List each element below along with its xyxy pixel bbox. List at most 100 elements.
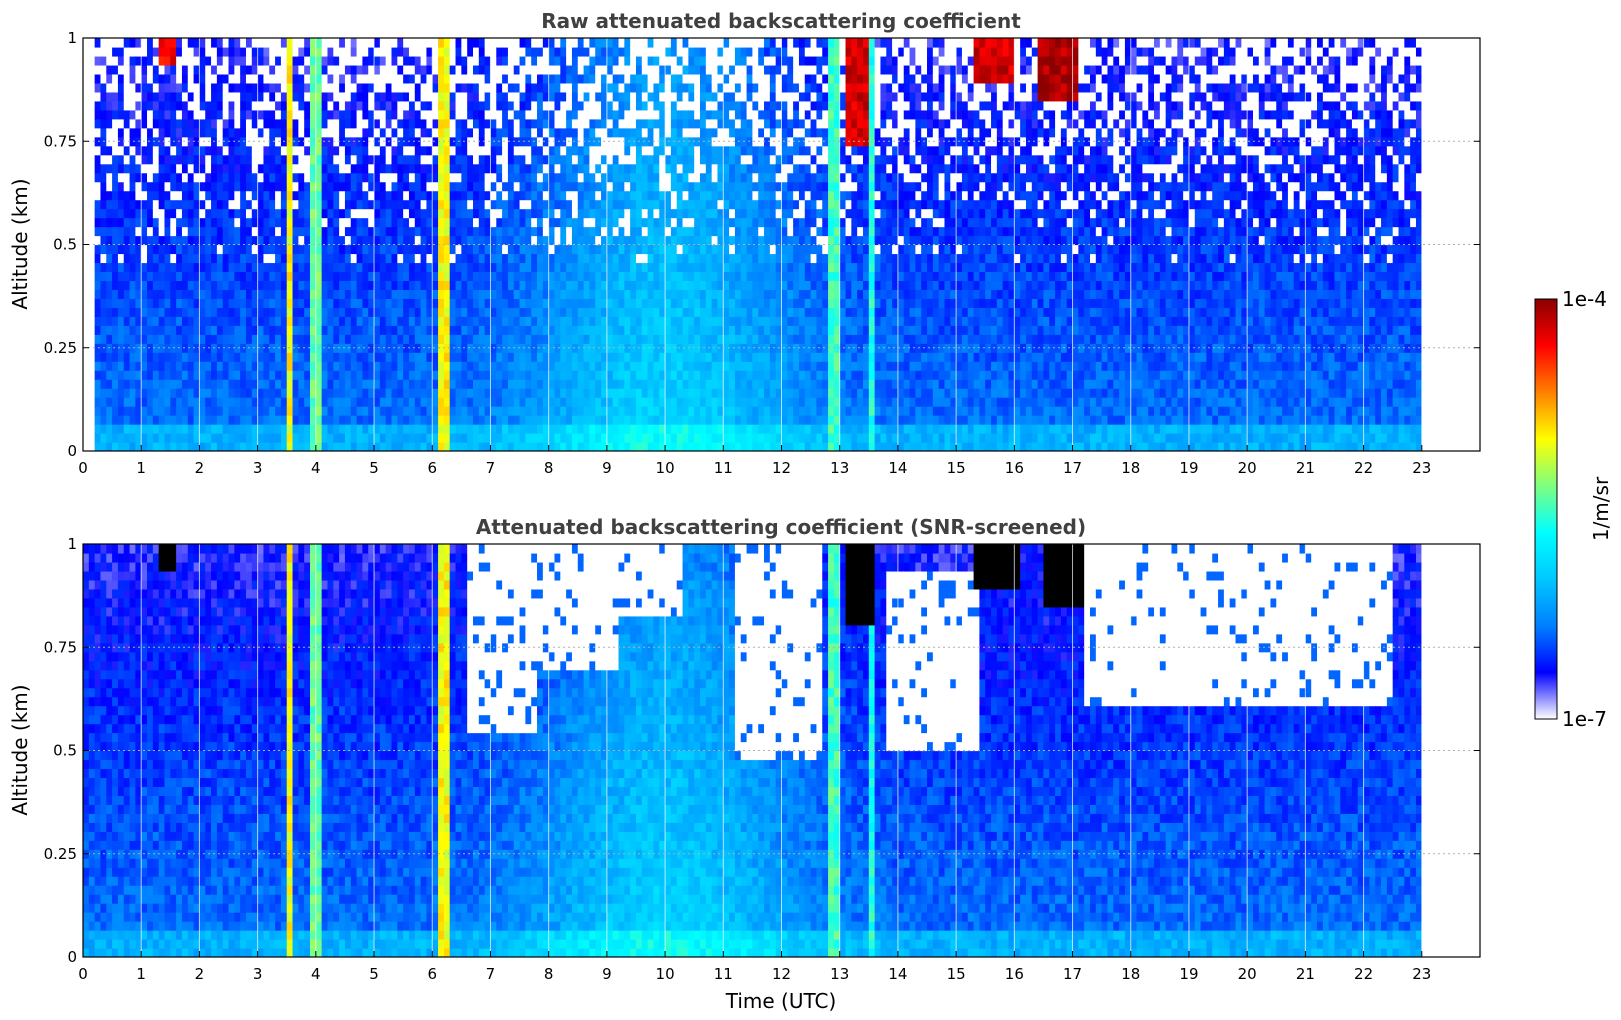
heatmap-cell xyxy=(531,46,538,57)
heatmap-cell xyxy=(368,307,375,317)
heatmap-cell xyxy=(333,361,340,371)
heatmap-cell xyxy=(350,388,358,398)
heatmap-cell xyxy=(670,433,678,443)
heatmap-cell xyxy=(577,217,585,228)
heatmap-cell xyxy=(618,55,625,66)
heatmap-cell xyxy=(350,154,358,165)
heatmap-cell xyxy=(216,262,224,273)
heatmap-cell xyxy=(461,406,468,416)
heatmap-cell xyxy=(432,136,439,147)
heatmap-cell xyxy=(589,316,596,326)
heatmap-cell xyxy=(385,145,393,156)
heatmap-cell xyxy=(676,64,684,75)
heatmap-cell xyxy=(700,262,707,273)
heatmap-cell xyxy=(385,325,393,335)
heatmap-cell xyxy=(670,190,678,201)
heatmap-cell xyxy=(420,163,428,174)
heatmap-cell xyxy=(135,127,142,138)
heatmap-cell xyxy=(245,334,253,344)
heatmap-cell xyxy=(251,109,259,120)
heatmap-cell xyxy=(467,334,474,344)
heatmap-cell xyxy=(618,415,625,425)
heatmap-cell xyxy=(350,73,358,84)
heatmap-cell xyxy=(181,316,189,326)
heatmap-cell xyxy=(263,397,270,407)
heatmap-cell xyxy=(542,370,550,380)
heatmap-cell xyxy=(467,145,474,156)
heatmap-cell xyxy=(117,163,125,174)
heatmap-cell xyxy=(467,307,474,317)
heatmap-cell xyxy=(304,397,311,407)
heatmap-cell xyxy=(88,46,96,57)
heatmap-cell xyxy=(228,424,235,434)
heatmap-cell xyxy=(298,91,305,102)
heatmap-cell xyxy=(438,433,445,443)
heatmap-cell xyxy=(700,100,707,111)
heatmap-cell xyxy=(164,415,171,425)
heatmap-cell xyxy=(193,235,201,246)
heatmap-cell xyxy=(199,298,206,308)
heatmap-cell xyxy=(286,163,294,174)
heatmap-cell xyxy=(502,109,509,120)
heatmap-cell xyxy=(199,361,206,371)
heatmap-cell xyxy=(612,253,620,264)
heatmap-cell xyxy=(577,316,585,326)
heatmap-cell xyxy=(170,271,177,282)
heatmap-cell xyxy=(694,253,701,264)
heatmap-cell xyxy=(408,379,416,389)
heatmap-cell xyxy=(537,172,544,183)
heatmap-cell xyxy=(112,127,119,138)
heatmap-cell xyxy=(659,46,666,57)
heatmap-cell xyxy=(327,298,334,308)
heatmap-cell xyxy=(234,235,241,246)
heatmap-cell xyxy=(187,172,195,183)
heatmap-cell xyxy=(350,163,358,174)
heatmap-cell xyxy=(700,118,707,129)
heatmap-cell xyxy=(304,109,311,120)
heatmap-cell xyxy=(548,217,556,228)
heatmap-cell xyxy=(519,64,526,75)
heatmap-cell xyxy=(240,388,247,398)
heatmap-cell xyxy=(275,82,282,93)
heatmap-cell xyxy=(368,253,375,264)
heatmap-cell xyxy=(216,235,224,246)
heatmap-cell xyxy=(310,415,317,425)
heatmap-cell xyxy=(240,316,247,326)
heatmap-cell xyxy=(356,424,363,434)
heatmap-cell xyxy=(106,127,113,138)
heatmap-cell xyxy=(228,55,235,66)
heatmap-cell xyxy=(374,181,381,192)
heatmap-cell xyxy=(612,127,620,138)
heatmap-cell xyxy=(205,361,212,371)
heatmap-cell xyxy=(688,226,695,237)
heatmap-cell xyxy=(659,424,666,434)
heatmap-cell xyxy=(583,307,591,317)
heatmap-cell xyxy=(484,415,492,425)
heatmap-cell xyxy=(519,73,526,84)
heatmap-cell xyxy=(484,91,492,102)
heatmap-cell xyxy=(275,208,282,219)
heatmap-cell xyxy=(193,352,201,362)
heatmap-cell xyxy=(665,406,672,416)
heatmap-cell xyxy=(595,334,602,344)
heatmap-cell xyxy=(443,55,451,66)
heatmap-cell xyxy=(595,433,602,443)
heatmap-cell xyxy=(502,289,509,299)
heatmap-cell xyxy=(630,154,637,165)
heatmap-cell xyxy=(583,253,591,264)
heatmap-cell xyxy=(240,379,247,389)
heatmap-cell xyxy=(496,397,503,407)
heatmap-cell xyxy=(228,226,235,237)
heatmap-cell xyxy=(240,424,247,434)
heatmap-cell xyxy=(426,316,433,326)
heatmap-cell xyxy=(344,262,352,273)
heatmap-cell xyxy=(554,415,561,425)
heatmap-cell xyxy=(438,352,445,362)
heatmap-cell xyxy=(473,64,480,75)
heatmap-cell xyxy=(147,397,154,407)
heatmap-cell xyxy=(310,46,317,57)
heatmap-cell xyxy=(618,298,625,308)
heatmap-cell xyxy=(560,100,567,111)
heatmap-cell xyxy=(263,55,270,66)
heatmap-cell xyxy=(397,208,404,219)
